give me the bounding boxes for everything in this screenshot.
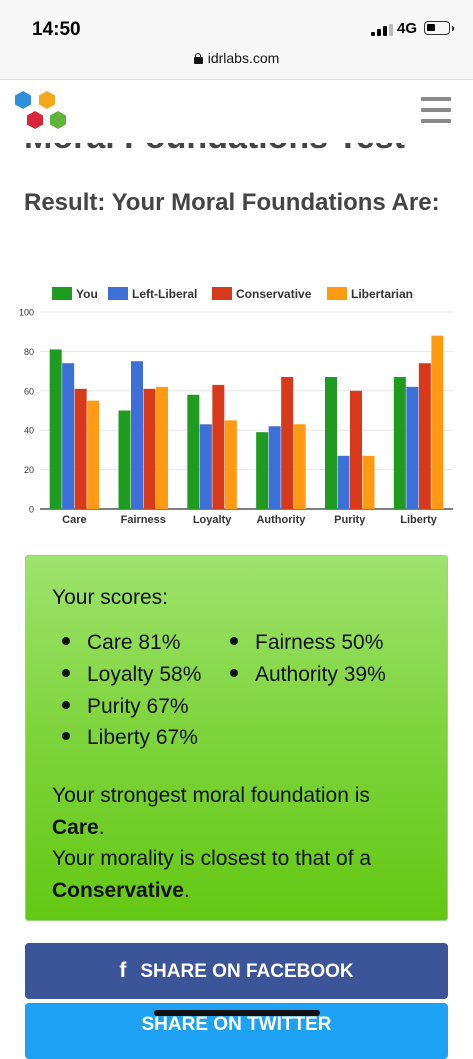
hamburger-icon[interactable] — [421, 97, 451, 123]
bar — [406, 386, 419, 509]
network-type: 4G — [397, 20, 418, 37]
bar — [143, 388, 156, 509]
y-tick-label: 60 — [24, 386, 34, 396]
bar — [74, 388, 87, 509]
bar — [62, 363, 75, 509]
x-tick-label: Purity — [334, 514, 366, 526]
y-tick-label: 80 — [24, 347, 34, 357]
y-tick-label: 20 — [24, 465, 34, 475]
idrlabs-logo-icon[interactable] — [11, 89, 71, 135]
legend-label: Left-Liberal — [132, 287, 197, 301]
bar — [431, 335, 444, 509]
closest-text: Your morality is closest to that of a — [52, 847, 372, 870]
legend-swatch — [212, 287, 232, 300]
clock: 14:50 — [32, 19, 81, 40]
status-bar: 14:50 4G idrlabs.com — [0, 0, 473, 80]
score-purity: Purity 67% — [62, 695, 189, 719]
bar — [187, 394, 200, 509]
result-verdict: Your strongest moral foundation is Care.… — [52, 784, 372, 902]
scores-panel: Your scores: Care 81% Fairness 50% Loyal… — [25, 555, 448, 921]
site-header — [0, 81, 473, 143]
bar — [293, 424, 306, 509]
x-tick-label: Liberty — [400, 514, 438, 526]
bar — [49, 349, 62, 509]
bar — [212, 384, 225, 509]
strongest-value: Care — [52, 815, 99, 839]
bar — [199, 424, 212, 509]
bar — [350, 390, 362, 509]
share-facebook-button[interactable]: f SHARE ON FACEBOOK — [25, 943, 448, 999]
bar — [256, 432, 269, 509]
bar — [362, 455, 375, 509]
bar — [87, 400, 100, 509]
y-tick-label: 40 — [24, 426, 34, 436]
battery-icon — [424, 21, 454, 35]
score-authority: Authority 39% — [230, 663, 386, 687]
bar — [268, 426, 281, 509]
bar — [393, 377, 406, 509]
bar — [281, 377, 294, 509]
score-fairness: Fairness 50% — [230, 631, 383, 655]
legend-label: Libertarian — [351, 287, 413, 301]
result-heading: Result: Your Moral Foundations Are: — [24, 189, 440, 216]
score-care: Care 81% — [62, 631, 180, 655]
y-tick-label: 100 — [19, 308, 34, 318]
legend-label: Conservative — [236, 287, 312, 301]
strongest-text: Your strongest moral foundation is — [52, 784, 370, 807]
legend-swatch — [52, 287, 72, 300]
score-liberty: Liberty 67% — [62, 726, 198, 750]
bar — [224, 420, 237, 509]
legend-swatch — [108, 287, 128, 300]
bar — [156, 386, 168, 509]
home-indicator — [154, 1010, 320, 1016]
moral-foundations-chart: 0 20 40 60 80 100 You Left-Liberal Conservative L… — [19, 287, 453, 526]
bar — [325, 377, 337, 509]
signal-icon — [371, 24, 393, 36]
x-tick-label: Fairness — [121, 514, 166, 526]
y-tick-label: 0 — [29, 505, 34, 515]
closest-value: Conservative — [52, 878, 184, 902]
facebook-icon: f — [119, 959, 127, 982]
legend-swatch — [327, 287, 347, 300]
x-tick-label: Authority — [256, 514, 306, 526]
legend-label: You — [76, 287, 98, 301]
scores-label: Your scores: — [52, 586, 168, 609]
bar — [131, 361, 143, 509]
lock-icon — [193, 53, 203, 64]
bar — [418, 363, 431, 509]
x-tick-label: Loyalty — [193, 514, 232, 526]
bar — [118, 410, 131, 509]
url-text: idrlabs.com — [207, 50, 280, 66]
bar — [337, 455, 350, 509]
x-tick-label: Care — [62, 514, 86, 526]
address-bar[interactable]: idrlabs.com — [0, 50, 473, 66]
score-loyalty: Loyalty 58% — [62, 663, 201, 687]
